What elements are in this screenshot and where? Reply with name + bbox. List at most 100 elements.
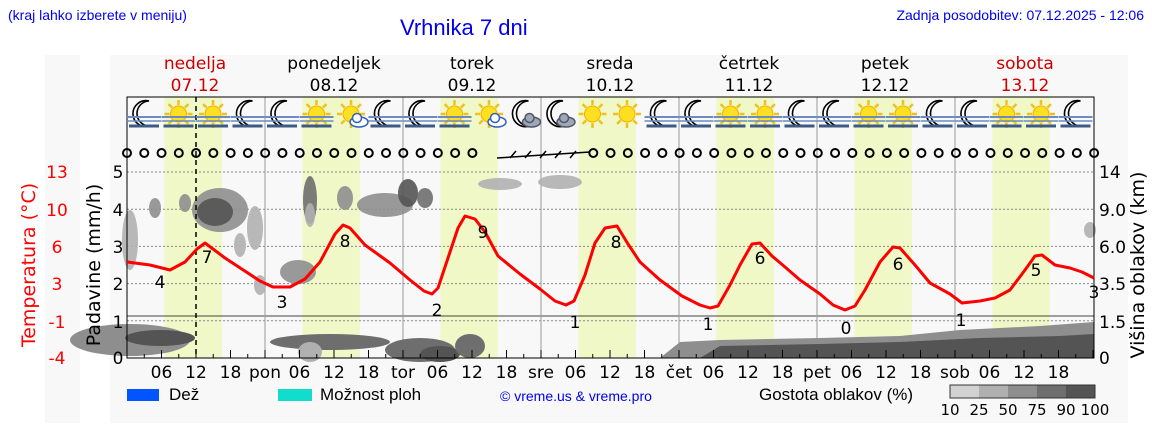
x-tick-label: pet [803, 363, 831, 383]
x-tick-label: čet [666, 363, 693, 383]
sun-cloud-icon [337, 100, 369, 128]
temperature-tick: 13 [46, 163, 68, 183]
cloud-cover-blob [234, 233, 246, 257]
cloud-density-tick: 10 [940, 401, 959, 419]
dry-symbol [1020, 148, 1031, 158]
temperature-value-label: 8 [340, 232, 351, 252]
drizzle-tick [554, 150, 562, 159]
day-name: sreda [586, 54, 633, 74]
dry-symbol [294, 148, 305, 158]
x-tick-label: 06 [841, 363, 863, 383]
dry-symbol [985, 148, 996, 158]
cloud-density-label: Gostota oblakov (%) [759, 385, 914, 404]
sun-icon [578, 100, 607, 128]
temperature-tick: -4 [49, 349, 66, 369]
cloud-cover-blob [1084, 222, 1096, 238]
x-tick-label: 18 [910, 363, 932, 383]
dry-symbol [363, 148, 374, 158]
precipitation-tick: 0 [113, 349, 124, 369]
x-tick-label: 18 [358, 363, 380, 383]
dry-symbol [881, 148, 892, 158]
day-name: torek [450, 54, 494, 74]
location-hint[interactable]: (kraj lahko izberete v meniju) [8, 7, 187, 23]
copyright-link[interactable]: © vreme.us & vreme.pro [500, 388, 652, 404]
cloud-density-frame [949, 384, 1096, 399]
x-tick-label: 18 [772, 363, 794, 383]
dry-symbol [709, 148, 720, 158]
moon-fog-icon [817, 99, 851, 128]
x-tick-label: 06 [703, 363, 725, 383]
day-date: 09.12 [448, 76, 497, 96]
cloud-cover-blob [149, 198, 161, 218]
dry-symbol [398, 148, 409, 158]
low-cloud-blob [420, 346, 460, 362]
x-tick-label: 12 [737, 363, 759, 383]
cloud-cover-blob [538, 175, 582, 189]
dry-symbol [691, 148, 702, 158]
cloud-height-tick: 3.5 [1099, 275, 1126, 295]
storm-swatch [278, 389, 312, 401]
temperature-value-label: 0 [841, 319, 852, 339]
cloud-cover-blob [305, 203, 315, 227]
sun-fog-icon [437, 100, 472, 128]
cloud-density-tick: 75 [1027, 401, 1046, 419]
x-tick-label: 12 [323, 363, 345, 383]
x-tick-label: 06 [979, 363, 1001, 383]
temperature-value-label: 1 [703, 315, 714, 335]
cloud-density-swatch [1066, 385, 1095, 398]
moon-fog-icon [920, 99, 955, 128]
dry-symbol [346, 148, 357, 158]
temperature-tick: 3 [52, 275, 63, 295]
temperature-value-label: 6 [893, 255, 904, 275]
dry-symbol [191, 148, 202, 158]
low-cloud-blob [270, 334, 390, 350]
x-tick-label: 18 [496, 363, 518, 383]
cloud-density-swatch [950, 385, 979, 398]
dry-symbol [225, 148, 236, 158]
dry-symbol [933, 148, 944, 158]
dry-symbol [467, 148, 478, 158]
x-tick-label: 12 [461, 363, 483, 383]
cloud-density-swatch [1008, 385, 1037, 398]
dry-symbol [726, 148, 737, 158]
low-cloud-blob [455, 334, 485, 358]
dry-symbol [329, 148, 340, 158]
dry-symbol [847, 148, 858, 158]
moon-fog-icon [1058, 99, 1093, 128]
temperature-value-label: 1 [570, 313, 581, 333]
drizzle-tick [569, 150, 577, 159]
cloud-cover-blob [179, 194, 191, 212]
x-tick-label: 18 [634, 363, 656, 383]
dry-symbol [916, 148, 927, 158]
dry-symbol [812, 148, 823, 158]
cloud-cover-blob [122, 210, 138, 270]
precipitation-tick: 4 [113, 201, 124, 221]
sun-fog-icon [989, 100, 1024, 128]
cloud-cover-blob [417, 188, 433, 208]
dry-symbol [122, 148, 132, 158]
x-tick-label: 06 [289, 363, 311, 383]
temperature-value-label: 9 [478, 223, 489, 243]
day-name: ponedeljek [287, 54, 381, 74]
cloud-density-tick: 50 [998, 401, 1017, 419]
cloud-density-tick: 100 [1081, 401, 1110, 419]
rain-swatch [127, 389, 159, 401]
dry-symbol [968, 148, 979, 158]
drizzle-tick [524, 150, 532, 159]
temperature-value-label: 8 [611, 233, 622, 253]
sun-fog-icon [299, 100, 334, 128]
day-date: 08.12 [310, 76, 359, 96]
dry-symbol [260, 148, 271, 158]
dry-symbol [156, 148, 167, 158]
dry-symbol [760, 148, 771, 158]
x-tick-label: 18 [1048, 363, 1070, 383]
sun-fog-icon [748, 100, 782, 128]
dry-symbol [450, 148, 461, 158]
dry-symbol [381, 148, 392, 158]
x-tick-label: 12 [1013, 363, 1035, 383]
dry-symbol [657, 148, 668, 158]
dry-symbol [139, 148, 150, 158]
dry-symbol [1037, 148, 1048, 158]
cloud-height-tick: 14 [1099, 163, 1121, 183]
temperature-value-label: 6 [755, 249, 766, 269]
